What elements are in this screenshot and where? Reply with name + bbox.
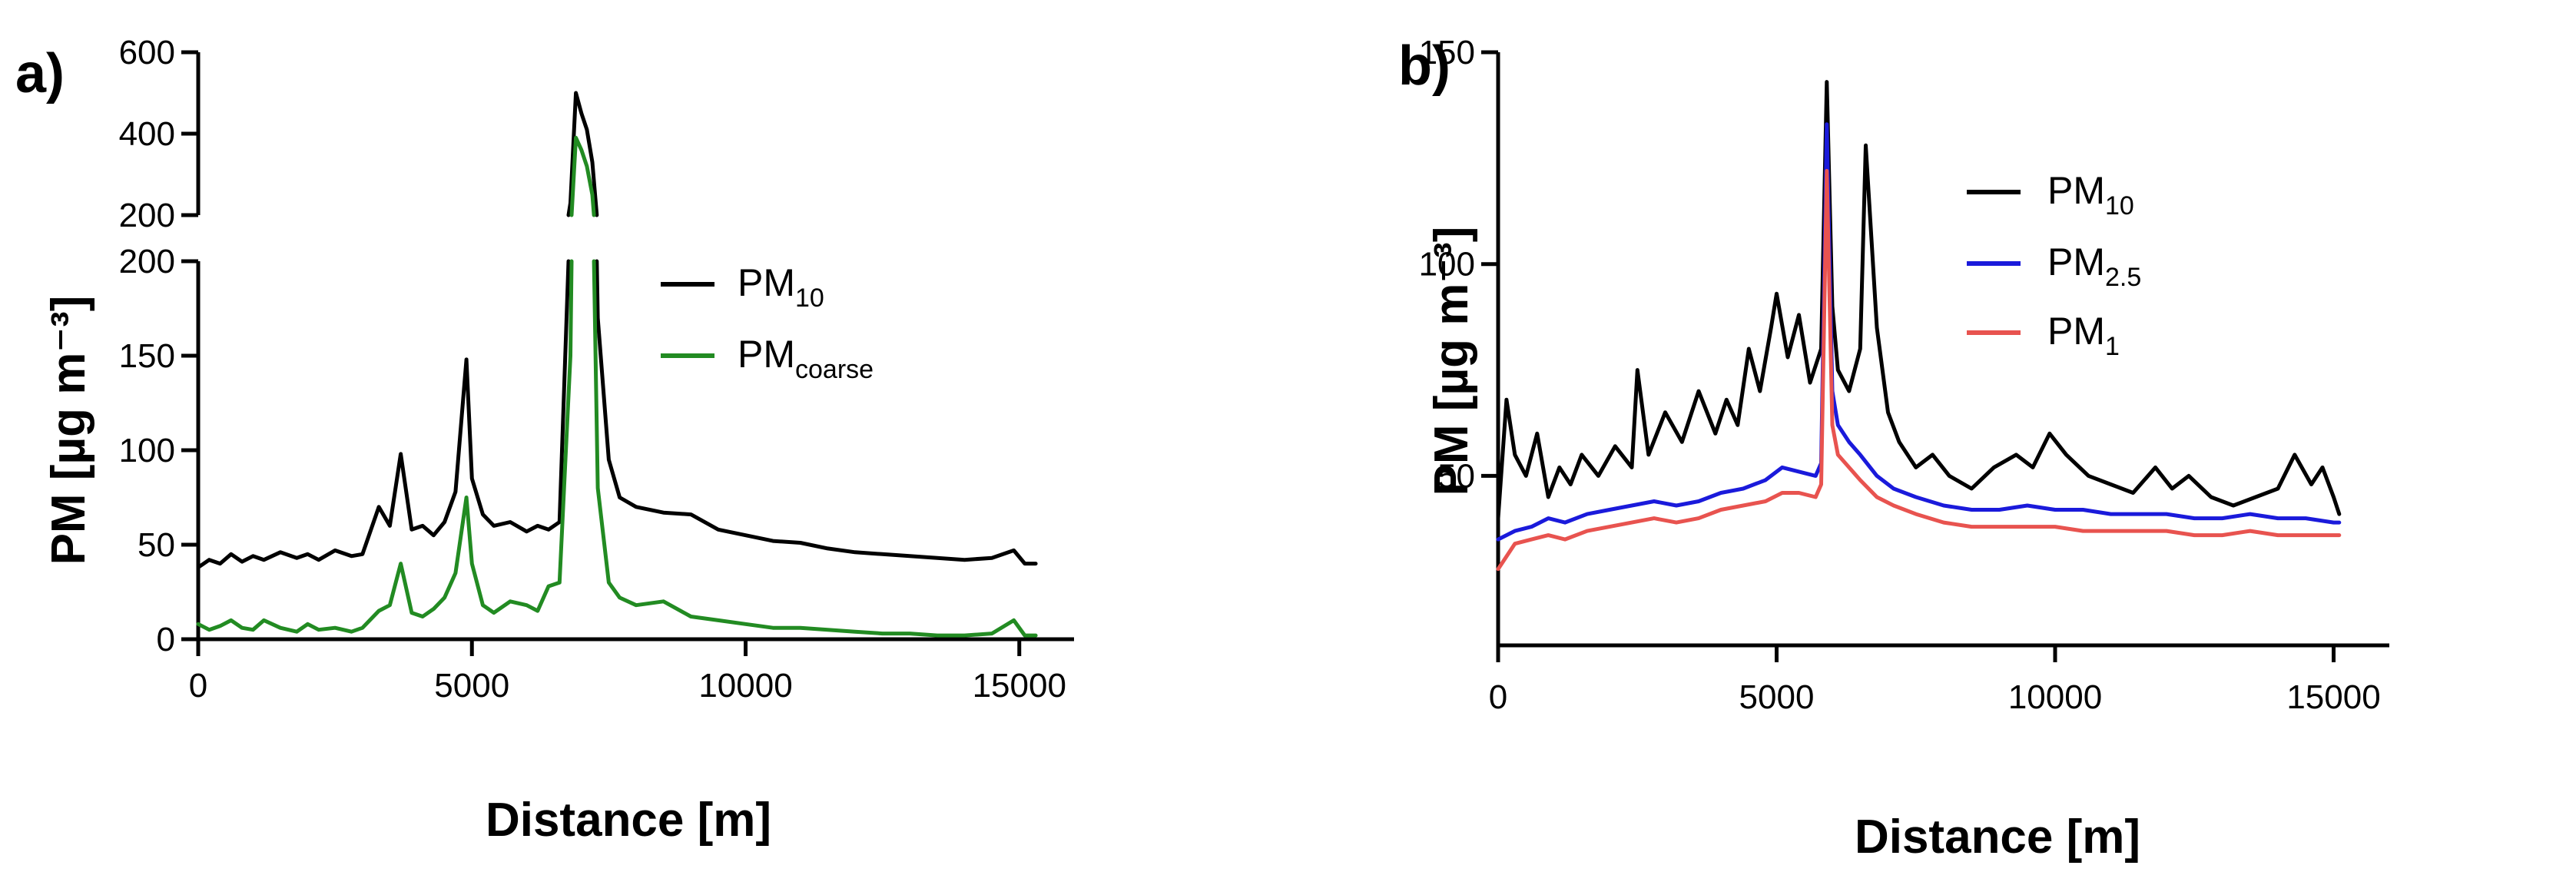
panel-a-label: a) — [15, 43, 65, 104]
panel-a-axes: 0 50 100 150 200 200 400 600 0 5000 10000 15000 — [119, 34, 1074, 705]
panel-b: b) PM [µg m⁻³] Distance [m] 50 100 150 0 500… — [1398, 34, 2389, 864]
panel-a-y-tick-label: 100 — [119, 432, 175, 469]
panel-b-series-10 — [1496, 80, 2342, 521]
panel-a-y-tick-label: 600 — [119, 34, 175, 71]
panel-a: a) PM [µg m⁻³] Distance [m] 050100150200… — [15, 34, 1074, 847]
panel-a-series-coarse-upper — [569, 135, 596, 217]
panel-a-legend-subscript: 10 — [795, 283, 824, 313]
panel-b-series-1 — [1496, 168, 2342, 572]
panel-b-series — [1496, 80, 2342, 572]
panel-a-series-10-lower — [196, 259, 1038, 569]
panel-b-legend: PM10 PM2.5 PM1 — [1967, 169, 2141, 361]
panel-a-legend-label: PMcoarse — [738, 333, 874, 384]
panel-a-y-tick-label: 200 — [119, 197, 175, 234]
panel-a-x-tick-label: 5000 — [434, 667, 509, 705]
panel-b-y-axis-title: PM [µg m⁻³] — [1425, 227, 1478, 496]
panel-b-y-tick-label: 50 — [1437, 457, 1475, 495]
panel-a-y-axis-title: PM [µg m⁻³] — [42, 296, 95, 565]
panel-b-y-tick-label: 150 — [1419, 34, 1475, 71]
panel-b-legend-subscript: 1 — [2105, 332, 2120, 361]
panel-a-y-tick-label: 50 — [138, 526, 175, 564]
panel-b-series-2-5 — [1496, 122, 2342, 542]
panel-b-x-tick-label: 10000 — [2008, 678, 2102, 716]
panel-a-legend-subscript: coarse — [795, 355, 874, 384]
panel-a-x-tick-label: 10000 — [698, 667, 792, 705]
panel-b-legend-label: PM1 — [2047, 310, 2120, 361]
panel-b-x-tick-label: 15000 — [2286, 678, 2380, 716]
panel-b-label: b) — [1398, 35, 1450, 97]
panel-a-x-axis-title: Distance [m] — [486, 794, 771, 847]
panel-a-series — [196, 91, 1038, 638]
panel-a-x-tick-label: 0 — [189, 667, 207, 705]
panel-b-x-tick-label: 5000 — [1739, 678, 1815, 716]
panel-a-x-tick-label: 15000 — [973, 667, 1066, 705]
panel-b-legend-label: PM10 — [2047, 169, 2134, 220]
panel-b-axes: 50 100 150 0 5000 10000 15000 — [1419, 34, 2389, 716]
panel-a-legend-label: PM10 — [738, 261, 824, 313]
panel-b-legend-subscript: 10 — [2105, 191, 2134, 220]
panel-a-legend: PM10 PMcoarse — [661, 261, 874, 384]
panel-a-y-tick-label: 200 — [119, 243, 175, 280]
panel-b-legend-subscript: 2.5 — [2105, 263, 2141, 292]
panel-b-y-tick-label: 100 — [1419, 246, 1475, 283]
panel-a-series-coarse-lower — [196, 259, 1038, 638]
panel-b-x-tick-label: 0 — [1489, 678, 1507, 716]
panel-a-y-tick-label: 400 — [119, 115, 175, 153]
panel-b-legend-label: PM2.5 — [2047, 240, 2141, 292]
panel-b-x-axis-title: Distance [m] — [1855, 811, 2140, 864]
panel-a-y-tick-label: 150 — [119, 337, 175, 375]
panel-a-y-tick-label: 0 — [157, 621, 175, 658]
